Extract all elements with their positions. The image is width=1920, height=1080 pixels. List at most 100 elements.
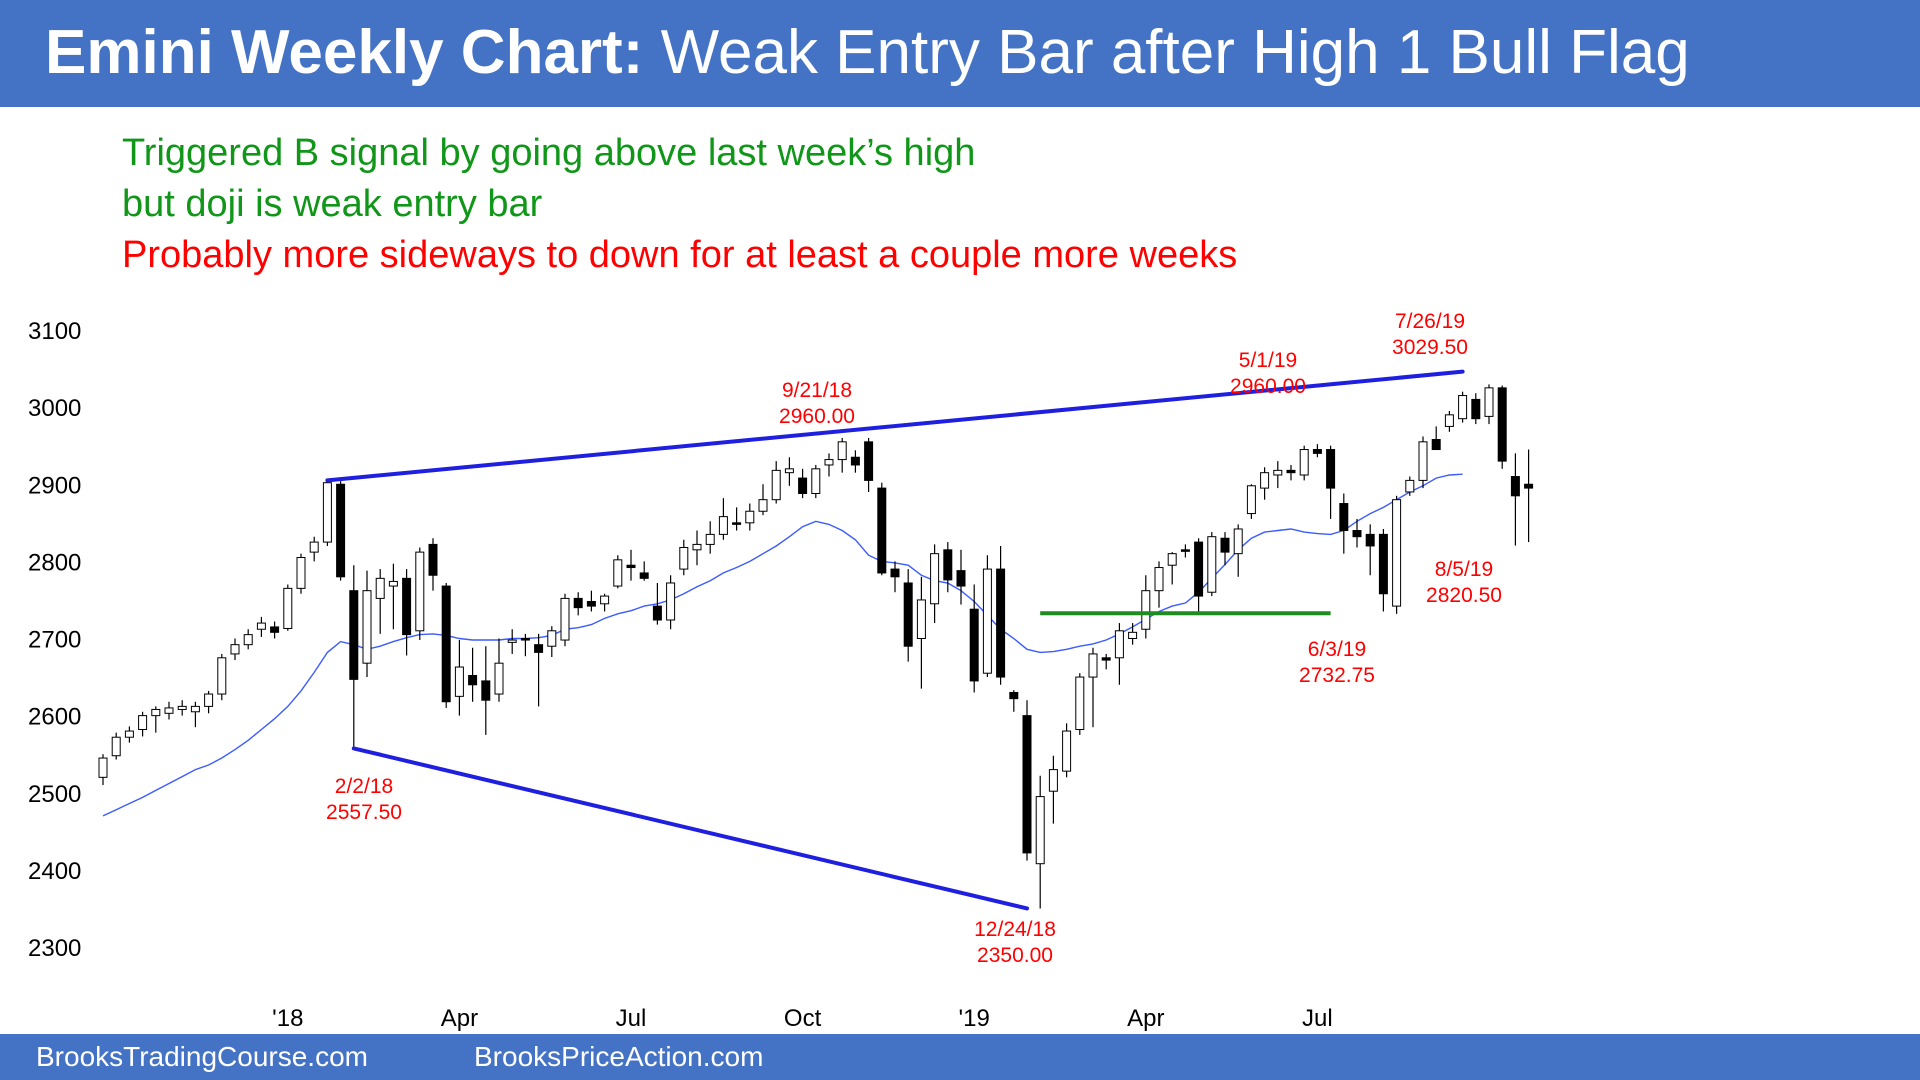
candle [824, 453, 834, 477]
candle [336, 481, 346, 581]
candle-body [1484, 387, 1494, 417]
title-bar: Emini Weekly Chart: Weak Entry Bar after… [0, 0, 1920, 107]
candle-body [613, 559, 623, 587]
candle-body [1035, 796, 1045, 865]
candle [296, 553, 306, 594]
candle [494, 638, 504, 702]
candle-body [771, 469, 781, 501]
x-tick-label: '18 [272, 1005, 303, 1032]
candle-body [1431, 439, 1441, 451]
candle-body [969, 608, 979, 682]
candle-body [217, 657, 227, 695]
candle [1339, 493, 1349, 554]
candle-body [1246, 485, 1256, 515]
candle-body [204, 693, 214, 707]
x-tick-label: Jul [1302, 1005, 1333, 1032]
candle-body [1326, 449, 1336, 489]
candle [1207, 532, 1217, 597]
candle-body [1062, 730, 1072, 772]
title-rest: Weak Entry Bar after High 1 Bull Flag [660, 18, 1690, 87]
chart-title: Emini Weekly Chart: Weak Entry Bar after… [45, 18, 1690, 88]
candle-body [1260, 472, 1270, 489]
y-tick-label: 2700 [28, 627, 81, 654]
candle-body [850, 456, 860, 466]
candle-body [481, 680, 491, 701]
candle [402, 569, 412, 656]
candle-body [243, 634, 253, 646]
candle [1378, 528, 1388, 612]
footer-site-right: BrooksPriceAction.com [474, 1041, 764, 1072]
candle [256, 616, 266, 637]
candle-body [454, 666, 464, 697]
candle-body [824, 459, 834, 466]
candle [943, 542, 953, 593]
candle [204, 690, 214, 714]
candle [1154, 561, 1164, 608]
annotation-date: 9/21/18 [782, 379, 852, 402]
candle-body [283, 587, 293, 629]
candle [679, 539, 689, 576]
candle-body [124, 730, 134, 738]
candle [1114, 623, 1124, 685]
candle-body [1392, 499, 1402, 607]
candle-body [837, 441, 847, 461]
candle-body [1378, 533, 1388, 595]
candle [1180, 544, 1190, 558]
candle [930, 544, 940, 624]
candle-body [1022, 715, 1032, 854]
candle [877, 482, 887, 576]
candle-body [468, 675, 478, 686]
candle-body [1009, 691, 1019, 700]
candle [322, 480, 332, 546]
candle-body [1048, 769, 1058, 792]
candle [270, 621, 280, 639]
annotation-value: 2820.50 [1426, 584, 1502, 607]
candle-body [732, 522, 742, 525]
x-tick-label: Apr [1127, 1005, 1164, 1032]
candle-body [1207, 536, 1217, 593]
candle-body [230, 644, 240, 655]
candle-body [890, 568, 900, 578]
candle [124, 726, 134, 743]
candle-body [666, 582, 676, 621]
annotation-value: 2732.75 [1299, 664, 1375, 687]
candle-body [520, 638, 530, 641]
x-tick-label: Jul [616, 1005, 647, 1032]
weekly-candlestick-chart: 2300 2400 2500 2600 2700 2800 2900 3000 3100 '18… [28, 310, 1534, 1032]
y-tick-label: 2500 [28, 781, 81, 808]
annotation-date: 7/26/19 [1395, 310, 1465, 333]
candle [811, 464, 821, 499]
candle-body [362, 590, 372, 664]
candle [1101, 653, 1111, 670]
x-axis-labels: '18 Apr Jul Oct '19 Apr Jul [272, 1005, 1333, 1032]
moving-average-layer [102, 473, 1463, 817]
candle-body [639, 572, 649, 579]
candle-body [1497, 387, 1507, 462]
candle [1128, 623, 1138, 645]
candle-body [190, 705, 200, 713]
candle [1022, 700, 1032, 861]
annotation-date: 8/5/19 [1435, 558, 1493, 581]
candle-body [1471, 398, 1481, 420]
candle-body [256, 622, 266, 630]
commentary: Triggered B signal by going above last w… [122, 128, 1237, 281]
candle [362, 570, 372, 678]
candle [784, 457, 794, 486]
candle-body [1312, 449, 1322, 454]
candle-body [1167, 553, 1177, 566]
candle [758, 484, 768, 516]
footer-site-left: BrooksTradingCourse.com [36, 1041, 368, 1072]
candle-body [560, 597, 570, 641]
candle [309, 536, 319, 562]
x-tick-label: '19 [959, 1005, 990, 1032]
candle [151, 706, 161, 733]
y-tick-label: 2900 [28, 472, 81, 499]
candle-body [375, 577, 385, 599]
candle-body [1114, 630, 1124, 659]
candle [864, 437, 874, 492]
candle-body [1418, 441, 1428, 481]
candle-body [956, 570, 966, 587]
candle [1220, 532, 1230, 566]
candle [375, 569, 385, 634]
title-bold: Emini Weekly Chart: [45, 18, 644, 87]
